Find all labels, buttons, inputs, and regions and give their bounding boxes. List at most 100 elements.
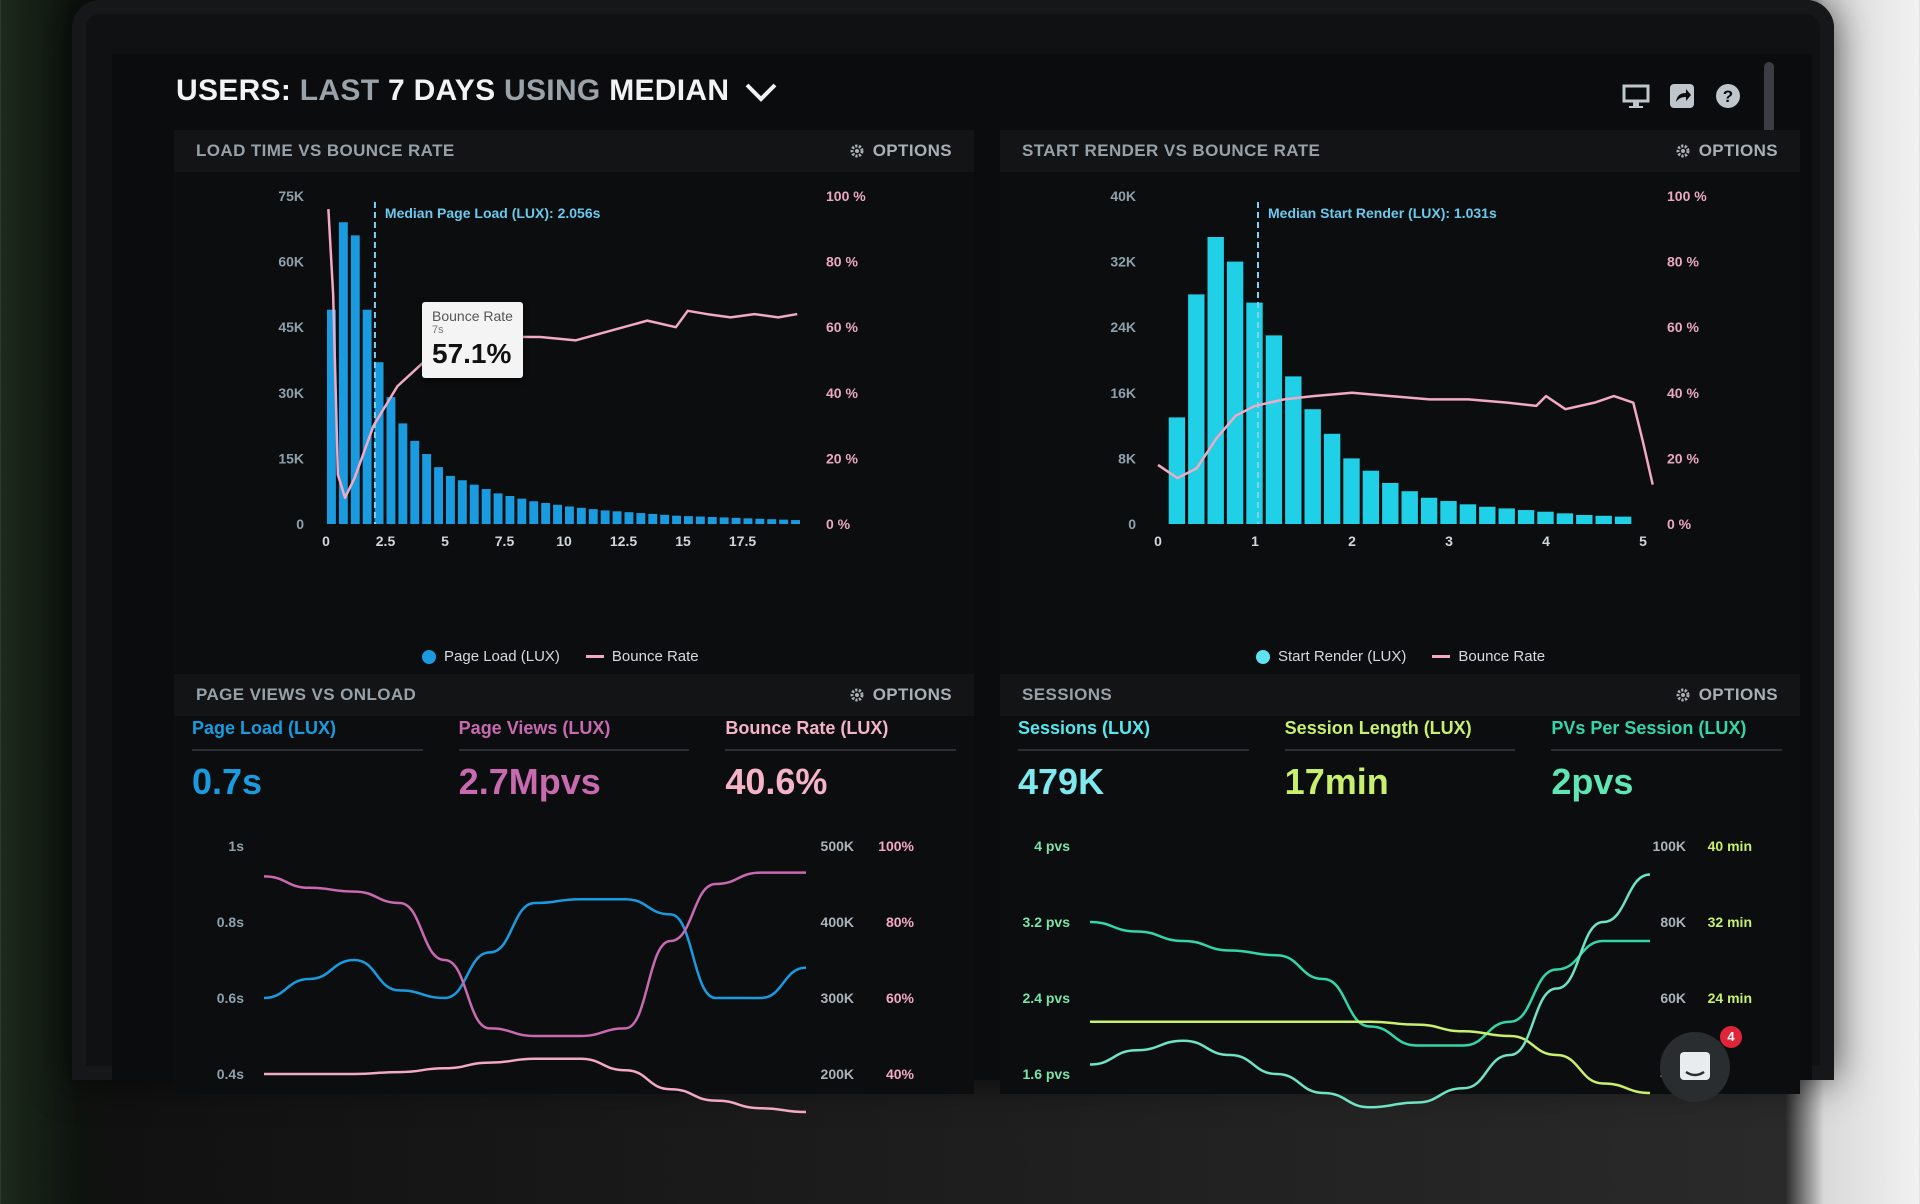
y2-tick-label: 400K bbox=[821, 914, 854, 930]
panel-page-views: PAGE VIEWS VS ONLOAD OPTIONS Page Load (… bbox=[174, 674, 974, 1114]
y-tick-label: 16K bbox=[1110, 385, 1136, 401]
page-title[interactable]: USERS: LAST 7 DAYS USING MEDIAN bbox=[176, 74, 778, 108]
median-label: Median Start Render (LUX): 1.031s bbox=[1268, 205, 1497, 221]
y-tick-label: 1s bbox=[228, 838, 244, 854]
histogram-bar bbox=[1440, 501, 1457, 524]
x-tick-label: 2 bbox=[1348, 533, 1356, 549]
y-tick-label: 30K bbox=[278, 385, 304, 401]
share-icon[interactable] bbox=[1668, 82, 1696, 110]
options-button[interactable]: OPTIONS bbox=[849, 141, 952, 161]
y2-tick-label: 80K bbox=[1660, 914, 1686, 930]
legend-item-start-render[interactable]: Start Render (LUX) bbox=[1256, 648, 1406, 665]
histogram-bar bbox=[755, 518, 765, 524]
options-label: OPTIONS bbox=[1698, 141, 1778, 160]
legend: Start Render (LUX) Bounce Rate bbox=[1256, 648, 1545, 665]
metric-pvs-per-session[interactable]: PVs Per Session (LUX) 2pvs bbox=[1551, 718, 1783, 803]
help-icon[interactable]: ? bbox=[1714, 82, 1742, 110]
metrics-row: Page Load (LUX) 0.7s Page Views (LUX) 2.7M… bbox=[192, 718, 957, 803]
tooltip-title: Bounce Rate bbox=[432, 308, 513, 324]
metric-sessions[interactable]: Sessions (LUX) 479K bbox=[1018, 718, 1249, 803]
histogram-bar bbox=[600, 510, 610, 524]
metric-session-length[interactable]: Session Length (LUX) 17min bbox=[1284, 718, 1516, 803]
histogram-bar bbox=[1401, 491, 1418, 524]
y-tick-label: 15K bbox=[278, 450, 304, 466]
panel-header: START RENDER VS BOUNCE RATE OPTIONS bbox=[1000, 130, 1800, 172]
y-tick-label: 0.4s bbox=[217, 1066, 244, 1082]
histogram-bar bbox=[1265, 335, 1283, 524]
monitor-icon[interactable] bbox=[1622, 82, 1650, 110]
y2-tick-label: 200K bbox=[821, 1066, 854, 1082]
y2-tick-label: 40 % bbox=[826, 385, 858, 401]
histogram-bar bbox=[1556, 513, 1574, 524]
y-tick-label: 1.6 pvs bbox=[1023, 1066, 1071, 1082]
metric-label: Page Load (LUX) bbox=[192, 718, 423, 751]
histogram-bar bbox=[1517, 510, 1535, 524]
options-label: OPTIONS bbox=[872, 141, 952, 160]
histogram-bar bbox=[1479, 506, 1496, 524]
y3-tick-label: 60% bbox=[886, 990, 915, 1006]
histogram-bar bbox=[493, 493, 503, 524]
y-tick-label: 45K bbox=[278, 319, 304, 335]
legend-item-bounce-rate[interactable]: Bounce Rate bbox=[585, 648, 699, 665]
histogram-bar bbox=[684, 516, 693, 524]
legend-item-bounce-rate[interactable]: Bounce Rate bbox=[1432, 648, 1545, 665]
histogram-bar bbox=[457, 480, 467, 524]
x-tick-label: 3 bbox=[1445, 533, 1453, 549]
histogram-bar bbox=[731, 517, 741, 524]
histogram-bar bbox=[1207, 237, 1224, 524]
y2-tick-label: 0 % bbox=[1667, 516, 1692, 532]
metric-page-load[interactable]: Page Load (LUX) 0.7s bbox=[192, 718, 423, 803]
x-tick-label: 5 bbox=[441, 533, 449, 549]
histogram-bar bbox=[434, 467, 443, 524]
histogram-bar bbox=[767, 519, 777, 524]
options-button[interactable]: OPTIONS bbox=[849, 685, 952, 705]
y3-tick-label: 24 min bbox=[1708, 990, 1752, 1006]
legend-label: Start Render (LUX) bbox=[1278, 648, 1407, 665]
histogram-bar bbox=[362, 309, 372, 524]
chevron-down-icon[interactable] bbox=[744, 80, 778, 104]
y2-tick-label: 80 % bbox=[1667, 254, 1699, 270]
title-days: 7 DAYS bbox=[387, 74, 496, 107]
legend-item-page-load[interactable]: Page Load (LUX) bbox=[422, 648, 560, 665]
legend-label: Bounce Rate bbox=[611, 648, 699, 665]
options-button[interactable]: OPTIONS bbox=[1675, 141, 1778, 161]
series-line bbox=[263, 871, 806, 1038]
histogram-bar bbox=[791, 520, 800, 524]
series-line bbox=[1089, 873, 1651, 1109]
metric-value: 0.7s bbox=[192, 761, 263, 802]
y-tick-label: 0.8s bbox=[217, 914, 244, 930]
chat-button[interactable] bbox=[1660, 1032, 1730, 1102]
legend-swatch bbox=[585, 655, 604, 658]
panel-header: PAGE VIEWS VS ONLOAD OPTIONS bbox=[174, 674, 974, 716]
gear-icon bbox=[1676, 144, 1690, 158]
options-button[interactable]: OPTIONS bbox=[1675, 685, 1778, 705]
histogram-bar bbox=[541, 503, 551, 524]
y-tick-label: 0 bbox=[1128, 516, 1136, 532]
metric-bounce-rate[interactable]: Bounce Rate (LUX) 40.6% bbox=[725, 718, 957, 803]
y-tick-label: 32K bbox=[1110, 254, 1136, 270]
histogram-bar bbox=[1246, 302, 1263, 524]
x-tick-label: 1 bbox=[1251, 533, 1259, 549]
histogram-bar bbox=[719, 517, 729, 524]
start-render-chart: 0 8K 16K 24K 32K 40K 0 % 20 % 40 % 60 % 80 % 100 % 0… bbox=[1110, 188, 1707, 549]
panel-title: START RENDER VS BOUNCE RATE bbox=[1022, 141, 1321, 160]
histogram-bar bbox=[481, 489, 491, 524]
chat-icon bbox=[1680, 1052, 1710, 1080]
metrics-row: Sessions (LUX) 479K Session Length (LUX) 1… bbox=[1018, 718, 1783, 803]
svg-text:?: ? bbox=[1723, 87, 1733, 106]
metric-page-views[interactable]: Page Views (LUX) 2.7Mpvs bbox=[458, 718, 690, 803]
bounce-rate-line bbox=[327, 209, 798, 500]
y-tick-label: 4 pvs bbox=[1034, 838, 1070, 854]
x-tick-label: 10 bbox=[556, 533, 572, 549]
y3-tick-label: 80% bbox=[886, 914, 915, 930]
y2-tick-label: 60 % bbox=[1667, 319, 1699, 335]
histogram-bar bbox=[398, 423, 408, 524]
histogram-bar bbox=[648, 513, 658, 524]
histogram-bar bbox=[588, 509, 598, 524]
histogram-bar bbox=[553, 504, 562, 524]
y3-tick-label: 32 min bbox=[1708, 914, 1752, 930]
histogram-bar bbox=[338, 222, 348, 525]
histogram-bar bbox=[624, 512, 634, 524]
y3-tick-label: 40% bbox=[886, 1066, 915, 1082]
tooltip: Bounce Rate 7s 57.1% bbox=[422, 302, 523, 378]
